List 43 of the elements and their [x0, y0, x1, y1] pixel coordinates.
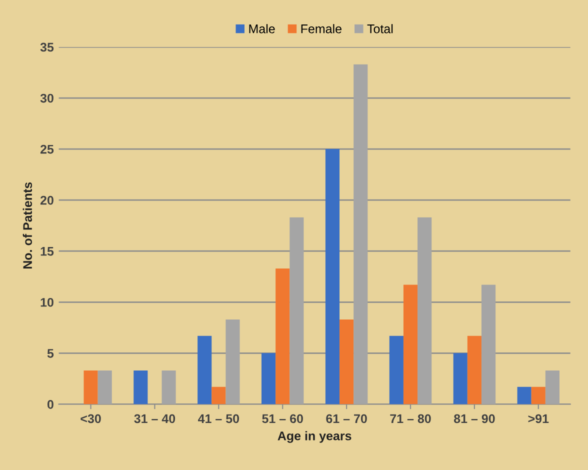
legend-label: Female — [301, 24, 342, 34]
x-tick-label: 31 – 40 — [134, 414, 176, 424]
bar — [212, 386, 226, 404]
bar — [84, 370, 98, 404]
bar — [517, 386, 532, 404]
bar — [290, 217, 304, 404]
y-tick-label: 15 — [40, 247, 54, 256]
bar — [162, 370, 176, 404]
x-tick-label: <30 — [80, 414, 101, 424]
x-tick-label: >91 — [528, 414, 549, 424]
bar — [389, 336, 404, 404]
bar — [98, 370, 112, 404]
y-axis-title: No. of Patients — [22, 182, 32, 269]
bar — [354, 64, 368, 404]
bar — [276, 268, 290, 404]
y-tick-label: 20 — [40, 196, 54, 205]
x-axis-title: Age in years — [278, 431, 352, 443]
bar — [340, 319, 354, 404]
y-tick-label: 25 — [40, 144, 54, 154]
bar — [262, 353, 276, 404]
x-tick-label: 71 – 80 — [390, 414, 431, 424]
x-tick-label: 61 – 70 — [326, 414, 367, 424]
y-tick-label: 0 — [47, 400, 54, 409]
bar — [545, 370, 560, 404]
x-tick-label: 51 – 60 — [262, 414, 303, 424]
y-tick-label: 35 — [40, 42, 54, 52]
y-tick-label: 30 — [40, 94, 54, 103]
bar — [453, 353, 468, 404]
y-tick-label: 5 — [47, 349, 54, 358]
bar — [531, 386, 546, 404]
x-tick-label: 81 – 90 — [454, 414, 495, 424]
bar — [134, 370, 148, 404]
bar — [198, 336, 212, 404]
bar — [418, 217, 432, 404]
bar — [403, 284, 418, 404]
bar — [467, 336, 482, 404]
bar — [325, 149, 340, 404]
bar — [226, 319, 240, 404]
bar — [481, 284, 496, 404]
legend-label: Male — [249, 24, 275, 34]
y-tick-label: 10 — [40, 298, 54, 307]
x-tick-label: 41 – 50 — [198, 414, 240, 424]
legend-label: Total — [367, 24, 393, 34]
